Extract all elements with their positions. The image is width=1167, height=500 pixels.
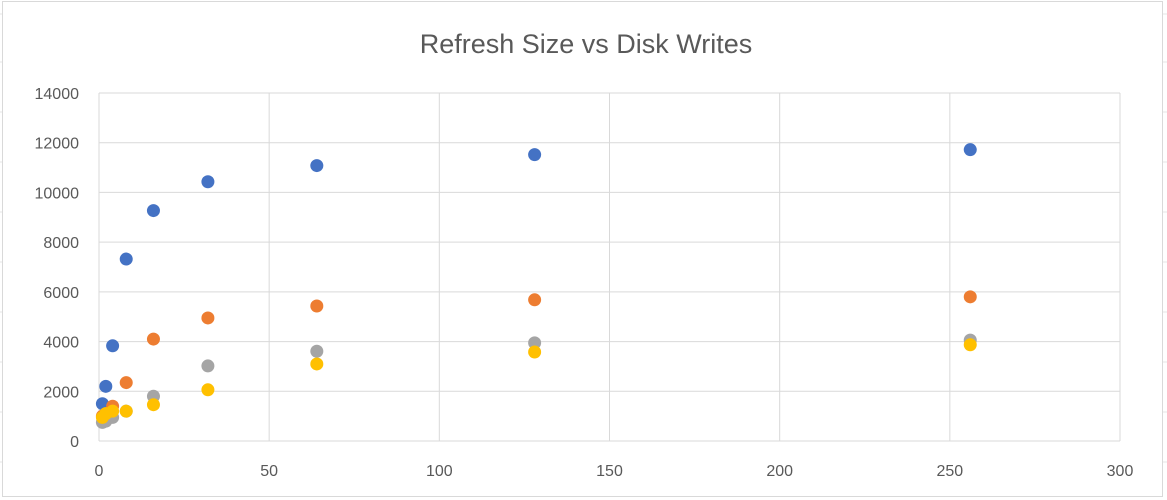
x-tick-label: 150 — [596, 463, 623, 480]
y-tick-label: 6000 — [43, 285, 79, 302]
y-tick-label: 2000 — [43, 384, 79, 401]
data-point[interactable] — [528, 336, 542, 350]
data-point[interactable] — [310, 159, 324, 173]
x-axis-ticks: 0 50 100 150 200 250 300 — [95, 463, 1134, 480]
x-tick-label: 100 — [426, 463, 453, 480]
data-point[interactable] — [963, 290, 977, 304]
x-tick-label: 250 — [936, 463, 963, 480]
y-tick-label: 14000 — [35, 86, 80, 103]
data-point[interactable] — [528, 345, 542, 359]
data-point[interactable] — [528, 293, 542, 307]
data-point[interactable] — [119, 376, 133, 390]
data-points — [95, 143, 977, 429]
data-point[interactable] — [95, 397, 109, 411]
data-point[interactable] — [310, 299, 324, 313]
data-point[interactable] — [201, 175, 215, 189]
scatter-chart: Refresh Size vs Disk Writes 020004000600… — [35, 29, 1134, 480]
y-axis-ticks: 0 2000 4000 6000 8000 10000 12000 14000 — [35, 86, 80, 451]
series-4 — [95, 338, 977, 424]
chart-title: Refresh Size vs Disk Writes — [420, 29, 753, 59]
data-point[interactable] — [106, 339, 120, 353]
x-tick-label: 0 — [95, 463, 104, 480]
series-1 — [95, 143, 977, 411]
y-tick-label: 10000 — [35, 185, 80, 202]
x-tick-label: 300 — [1107, 463, 1134, 480]
data-point[interactable] — [146, 398, 160, 412]
data-point[interactable] — [146, 204, 160, 218]
data-point[interactable] — [201, 359, 215, 373]
data-point[interactable] — [528, 148, 542, 162]
data-point[interactable] — [119, 404, 133, 418]
data-point[interactable] — [310, 357, 324, 371]
data-point[interactable] — [99, 379, 113, 393]
data-point[interactable] — [963, 338, 977, 352]
x-tick-label: 200 — [766, 463, 793, 480]
data-point[interactable] — [963, 143, 977, 157]
y-tick-label: 4000 — [43, 335, 79, 352]
y-tick-label: 8000 — [43, 235, 79, 252]
data-point[interactable] — [119, 252, 133, 266]
x-tick-label: 50 — [260, 463, 278, 480]
y-tick-label: 0 — [70, 434, 79, 451]
data-point[interactable] — [146, 332, 160, 346]
gridlines — [98, 92, 1121, 442]
data-point[interactable] — [310, 344, 324, 358]
data-point[interactable] — [201, 311, 215, 325]
y-tick-label: 12000 — [35, 136, 80, 153]
data-point[interactable] — [201, 383, 215, 397]
data-point[interactable] — [106, 404, 120, 418]
